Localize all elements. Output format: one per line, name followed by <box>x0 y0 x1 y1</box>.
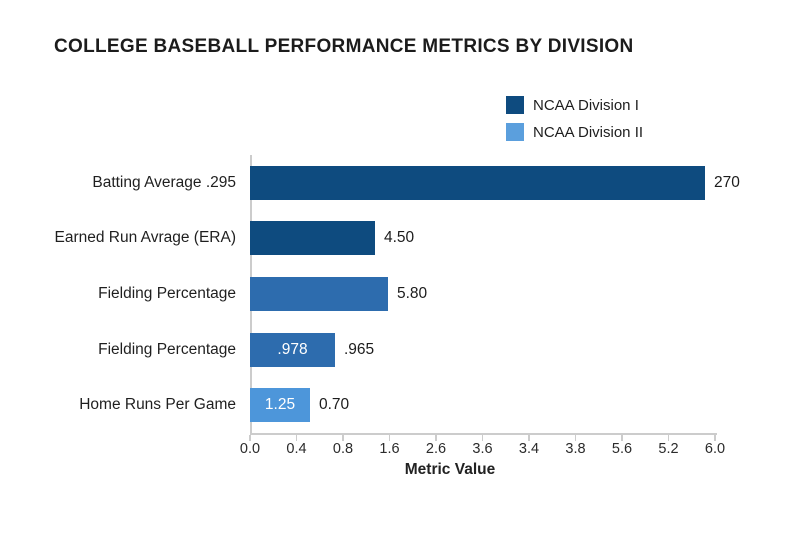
x-tick-mark <box>295 435 298 441</box>
x-tick-mark <box>249 435 251 441</box>
x-tick-mark <box>388 435 391 441</box>
chart-title: COLLEGE BASEBALL PERFORMANCE METRICS BY … <box>54 36 634 57</box>
category-label: Fielding Percentage <box>98 285 236 302</box>
x-tick-label: 5.6 <box>611 441 633 457</box>
x-tick-mark <box>481 435 484 441</box>
bar <box>250 277 388 311</box>
x-tick-mark <box>342 435 344 441</box>
x-tick-label: 3.6 <box>472 441 493 457</box>
bar-value-label: 0.70 <box>319 396 350 414</box>
legend-label: NCAA Division I <box>533 96 639 114</box>
legend: NCAA Division I NCAA Division II <box>506 96 643 141</box>
x-tick-label: 2.6 <box>425 441 447 457</box>
bar-inside-value-label: .978 <box>277 340 308 358</box>
x-tick-mark <box>574 435 577 441</box>
x-tick-label: 5.2 <box>658 441 679 457</box>
bar <box>250 165 705 200</box>
x-tick-mark <box>714 435 716 441</box>
category-label: Batting Average .295 <box>92 173 236 191</box>
legend-swatch-icon <box>506 96 524 114</box>
bar-value-label: 270 <box>714 173 740 191</box>
category-label: Fielding Percentage <box>98 340 236 358</box>
bar: 1.25 <box>250 388 310 423</box>
bar-value-label: .965 <box>344 340 375 358</box>
legend-item: NCAA Division II <box>506 123 643 141</box>
x-tick-label: 3.4 <box>518 441 540 457</box>
x-tick-mark <box>667 435 670 441</box>
bar: .978 <box>250 332 335 367</box>
x-tick-label: 3.8 <box>565 441 586 457</box>
x-tick-label: 0.4 <box>286 441 307 457</box>
bar-inside-value-label: 1.25 <box>264 396 296 414</box>
bar-value-label: 4.50 <box>384 229 415 247</box>
x-tick-label: 0.0 <box>239 441 261 457</box>
category-label: Earned Run Avrage (ERA) <box>54 229 236 247</box>
legend-item: NCAA Division I <box>506 96 643 114</box>
x-tick-label: 6.0 <box>704 441 726 457</box>
x-tick-label: 0.8 <box>332 441 354 457</box>
x-axis-label: Metric Value <box>404 461 496 478</box>
x-tick-mark <box>435 435 437 441</box>
bar-value-label: 5.80 <box>397 285 428 302</box>
bar <box>250 221 375 256</box>
x-tick-label: 1.6 <box>379 441 400 457</box>
x-tick-mark <box>528 435 530 441</box>
category-label: Home Runs Per Game <box>79 396 236 414</box>
legend-swatch-icon <box>506 123 524 141</box>
legend-label: NCAA Division II <box>533 123 644 141</box>
x-tick-mark <box>621 435 623 441</box>
